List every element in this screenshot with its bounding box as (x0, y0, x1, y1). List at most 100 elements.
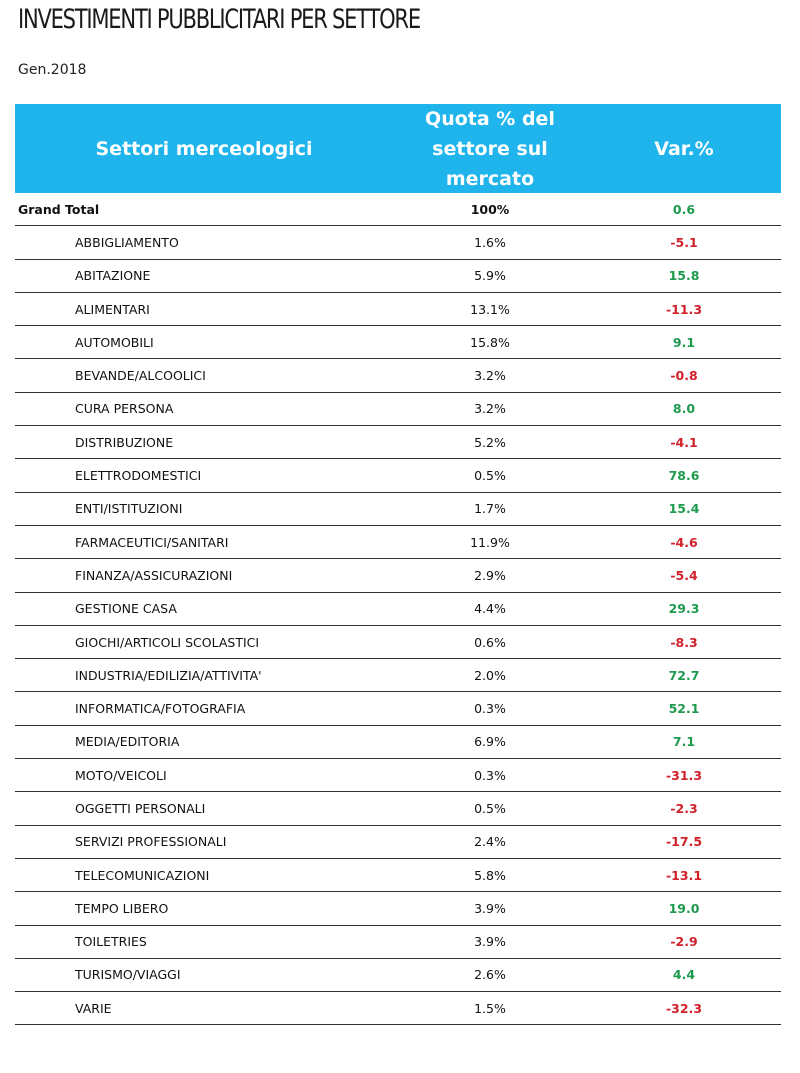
variation-value: -4.6 (670, 534, 698, 550)
share-value: 11.9% (470, 534, 510, 550)
table-row: TOILETRIES 3.9% -2.9 (15, 926, 781, 959)
variation-value: 72.7 (668, 667, 700, 683)
table-row: INDUSTRIA/EDILIZIA/ATTIVITA' 2.0% 72.7 (15, 659, 781, 693)
table-header: Settori merceologici Quota % del settore… (15, 104, 781, 193)
share-value: 6.9% (474, 734, 506, 750)
table-row: VARIE 1.5% -32.3 (15, 992, 781, 1026)
table-row: TEMPO LIBERO 3.9% 19.0 (15, 892, 781, 926)
table-row: ELETTRODOMESTICI 0.5% 78.6 (15, 459, 781, 493)
table-row: SERVIZI PROFESSIONALI 2.4% -17.5 (15, 826, 781, 859)
share-value: 2.0% (474, 667, 506, 683)
share-value: 0.3% (474, 701, 506, 717)
table-row: OGGETTI PERSONALI 0.5% -2.3 (15, 792, 781, 826)
sector-label: ABBIGLIAMENTO (75, 234, 179, 250)
share-value: 5.2% (474, 434, 506, 450)
share-value: 1.5% (474, 1000, 506, 1016)
share-value: 5.9% (474, 268, 506, 284)
variation-value: 29.3 (668, 601, 700, 617)
variation-value: -32.3 (665, 1000, 703, 1016)
variation-value: 19.0 (668, 900, 700, 916)
share-value: 3.2% (474, 401, 506, 417)
sector-label: ELETTRODOMESTICI (75, 468, 202, 484)
share-value: 1.7% (474, 501, 506, 517)
sector-table: Settori merceologici Quota % del settore… (15, 104, 781, 1026)
table-row: ABITAZIONE 5.9% 15.8 (15, 260, 781, 293)
variation-value: 8.0 (672, 401, 696, 417)
variation-value: -13.1 (665, 867, 703, 883)
share-value: 0.3% (474, 767, 506, 783)
table-row: BEVANDE/ALCOOLICI 3.2% -0.8 (15, 359, 781, 393)
table-row: FARMACEUTICI/SANITARI 11.9% -4.6 (15, 526, 781, 560)
variation-value: 78.6 (668, 468, 700, 484)
variation-value: -5.4 (670, 567, 698, 583)
variation-value: -4.1 (670, 434, 698, 450)
sector-label: TELECOMUNICAZIONI (75, 867, 210, 883)
sector-label: CURA PERSONA (75, 401, 174, 417)
sector-label: OGGETTI PERSONALI (75, 800, 206, 816)
share-value: 3.2% (474, 368, 506, 384)
sector-label: GIOCHI/ARTICOLI SCOLASTICI (75, 634, 260, 650)
table-row: ALIMENTARI 13.1% -11.3 (15, 293, 781, 327)
sector-label: BEVANDE/ALCOOLICI (75, 368, 206, 384)
sector-label: GESTIONE CASA (75, 601, 177, 617)
share-value: 3.9% (474, 934, 506, 950)
variation-value: 4.4 (672, 967, 696, 983)
sector-label: SERVIZI PROFESSIONALI (75, 834, 227, 850)
header-sector: Settori merceologici (95, 137, 313, 160)
share-value: 5.8% (474, 867, 506, 883)
sector-label: TOILETRIES (75, 934, 147, 950)
variation-value: 15.8 (668, 268, 700, 284)
table-row: GIOCHI/ARTICOLI SCOLASTICI 0.6% -8.3 (15, 626, 781, 660)
variation-value: -31.3 (665, 767, 703, 783)
variation-value: 52.1 (668, 701, 700, 717)
table-row: INFORMATICA/FOTOGRAFIA 0.3% 52.1 (15, 692, 781, 726)
share-value: 0.5% (474, 800, 506, 816)
sector-label: MEDIA/EDITORIA (75, 734, 180, 750)
sector-label: MOTO/VEICOLI (75, 767, 167, 783)
table-row: AUTOMOBILI 15.8% 9.1 (15, 326, 781, 360)
share-value: 0.5% (474, 468, 506, 484)
variation-value: 7.1 (672, 734, 696, 750)
share-value: 2.6% (474, 967, 506, 983)
share-value: 4.4% (474, 601, 506, 617)
table-row: DISTRIBUZIONE 5.2% -4.1 (15, 426, 781, 460)
header-variation: Var.% (654, 137, 714, 160)
share-value: 2.9% (474, 567, 506, 583)
variation-value: -17.5 (665, 834, 703, 850)
variation-value: -8.3 (670, 634, 698, 650)
table-row: MOTO/VEICOLI 0.3% -31.3 (15, 759, 781, 793)
grand-total-row: Grand Total 100% 0.6 (15, 193, 781, 227)
total-share: 100% (470, 201, 510, 217)
table-row: MEDIA/EDITORIA 6.9% 7.1 (15, 726, 781, 760)
sector-label: VARIE (75, 1000, 112, 1016)
variation-value: -0.8 (670, 368, 698, 384)
table-row: GESTIONE CASA 4.4% 29.3 (15, 593, 781, 626)
share-value: 0.6% (474, 634, 506, 650)
sector-label: FARMACEUTICI/SANITARI (75, 534, 229, 550)
total-variation: 0.6 (672, 201, 696, 217)
sector-label: TEMPO LIBERO (75, 900, 169, 916)
sector-label: AUTOMOBILI (75, 334, 154, 350)
table-row: TELECOMUNICAZIONI 5.8% -13.1 (15, 859, 781, 893)
table-body: ABBIGLIAMENTO 1.6% -5.1 ABITAZIONE 5.9% 15.8 A… (15, 226, 781, 1026)
sector-label: ALIMENTARI (75, 301, 150, 317)
header-share: Quota % del settore sul mercato (425, 107, 555, 190)
share-value: 3.9% (474, 900, 506, 916)
share-value: 15.8% (470, 334, 510, 350)
sector-label: DISTRIBUZIONE (75, 434, 174, 450)
sector-label: FINANZA/ASSICURAZIONI (75, 567, 233, 583)
variation-value: -5.1 (670, 234, 698, 250)
sector-label: ABITAZIONE (75, 268, 151, 284)
sector-label: ENTI/ISTITUZIONI (75, 501, 183, 517)
total-label: Grand Total (18, 201, 100, 217)
variation-value: 15.4 (668, 501, 700, 517)
page-title: INVESTIMENTI PUBBLICITARI PER SETTORE (18, 4, 421, 35)
table-row: FINANZA/ASSICURAZIONI 2.9% -5.4 (15, 559, 781, 593)
table-row: TURISMO/VIAGGI 2.6% 4.4 (15, 959, 781, 993)
variation-value: 9.1 (672, 334, 696, 350)
sector-label: INFORMATICA/FOTOGRAFIA (75, 701, 246, 717)
table-row: ENTI/ISTITUZIONI 1.7% 15.4 (15, 493, 781, 526)
table-row: CURA PERSONA 3.2% 8.0 (15, 393, 781, 427)
variation-value: -11.3 (665, 301, 703, 317)
share-value: 1.6% (474, 234, 506, 250)
